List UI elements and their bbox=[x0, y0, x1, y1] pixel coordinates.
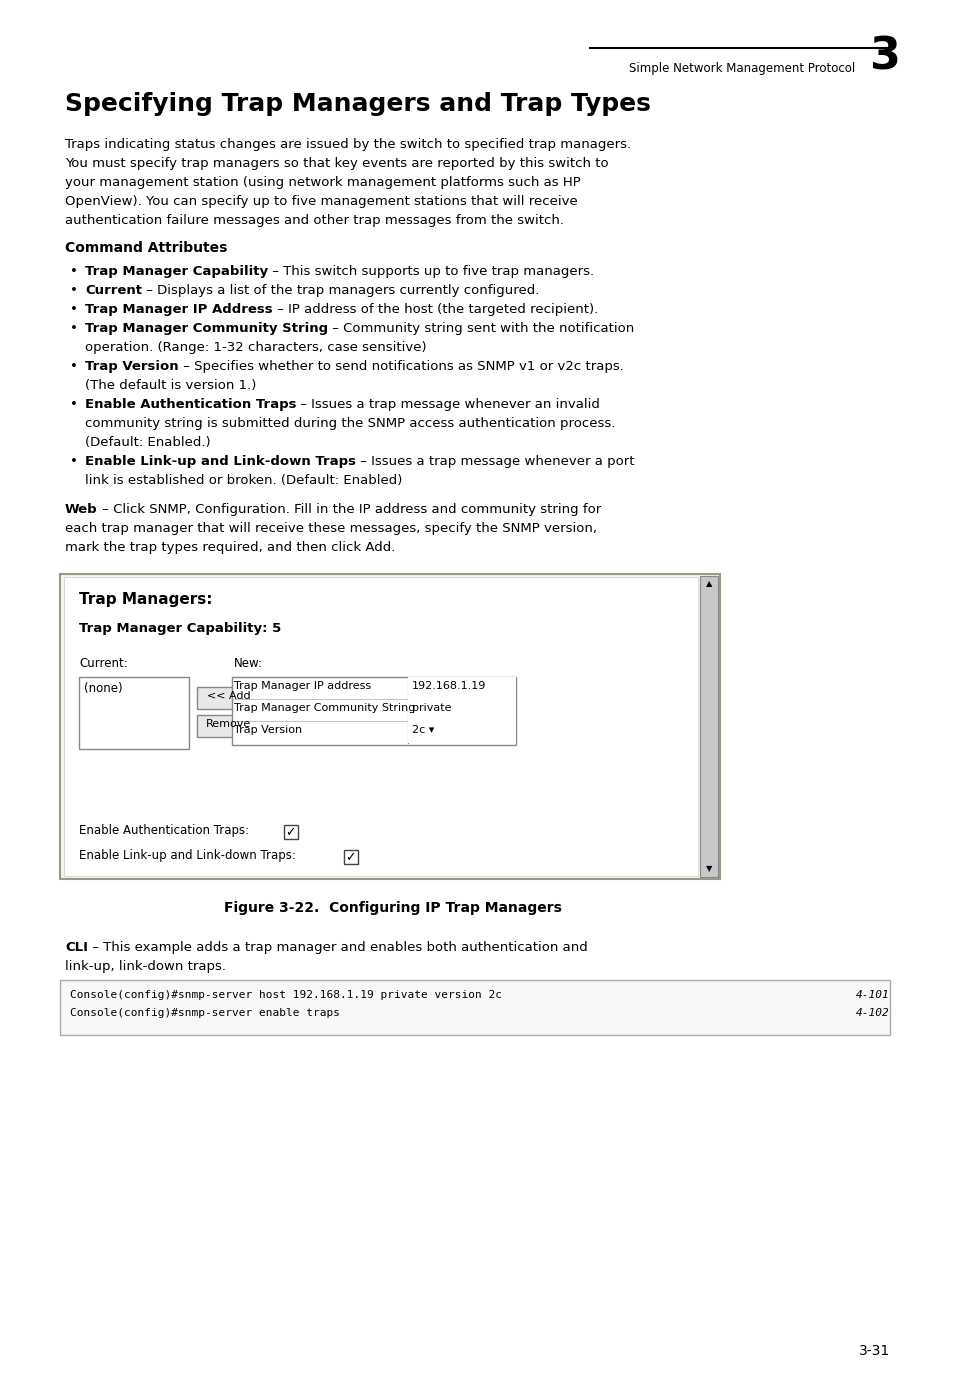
Text: 3-31: 3-31 bbox=[858, 1344, 889, 1357]
Text: (The default is version 1.): (The default is version 1.) bbox=[85, 379, 256, 391]
Text: – Displays a list of the trap managers currently configured.: – Displays a list of the trap managers c… bbox=[142, 285, 538, 297]
Text: Trap Manager IP Address: Trap Manager IP Address bbox=[85, 303, 273, 316]
Text: – This example adds a trap manager and enables both authentication and: – This example adds a trap manager and e… bbox=[88, 941, 587, 954]
Text: – Issues a trap message whenever a port: – Issues a trap message whenever a port bbox=[355, 455, 634, 468]
Bar bbox=[408, 677, 516, 700]
Bar bbox=[79, 677, 189, 750]
Text: – Specifies whether to send notifications as SNMP v1 or v2c traps.: – Specifies whether to send notification… bbox=[178, 359, 623, 373]
Text: ✓: ✓ bbox=[345, 851, 355, 863]
Text: You must specify trap managers so that key events are reported by this switch to: You must specify trap managers so that k… bbox=[65, 157, 608, 169]
Text: •: • bbox=[70, 303, 78, 316]
Text: link-up, link-down traps.: link-up, link-down traps. bbox=[65, 960, 226, 973]
Bar bbox=[196, 687, 262, 709]
Text: •: • bbox=[70, 359, 78, 373]
Text: Console(config)#snmp-server host 192.168.1.19 private version 2c: Console(config)#snmp-server host 192.168… bbox=[70, 990, 501, 999]
Text: 4-102: 4-102 bbox=[856, 1008, 889, 1017]
Bar bbox=[232, 677, 516, 745]
Text: << Add: << Add bbox=[207, 691, 251, 701]
Text: ✓: ✓ bbox=[285, 826, 295, 838]
Text: Web: Web bbox=[65, 502, 97, 516]
Text: Trap Manager Capability: Trap Manager Capability bbox=[85, 265, 268, 278]
Text: ▼: ▼ bbox=[705, 865, 712, 873]
Text: Trap Manager IP address: Trap Manager IP address bbox=[233, 682, 371, 691]
Text: •: • bbox=[70, 398, 78, 411]
Text: 192.168.1.19: 192.168.1.19 bbox=[412, 682, 486, 691]
Text: – Click SNMP, Configuration. Fill in the IP address and community string for: – Click SNMP, Configuration. Fill in the… bbox=[97, 502, 600, 516]
Text: (Default: Enabled.): (Default: Enabled.) bbox=[85, 436, 211, 448]
Bar bbox=[344, 849, 357, 863]
Text: Enable Authentication Traps:: Enable Authentication Traps: bbox=[79, 824, 249, 837]
Bar bbox=[408, 720, 516, 743]
Text: link is established or broken. (Default: Enabled): link is established or broken. (Default:… bbox=[85, 473, 402, 487]
Text: Remove: Remove bbox=[206, 719, 252, 729]
Text: – This switch supports up to five trap managers.: – This switch supports up to five trap m… bbox=[268, 265, 594, 278]
Text: Enable Link-up and Link-down Traps:: Enable Link-up and Link-down Traps: bbox=[79, 849, 295, 862]
Text: mark the trap types required, and then click Add.: mark the trap types required, and then c… bbox=[65, 541, 395, 554]
Text: Trap Version: Trap Version bbox=[85, 359, 178, 373]
Text: •: • bbox=[70, 285, 78, 297]
Text: authentication failure messages and other trap messages from the switch.: authentication failure messages and othe… bbox=[65, 214, 563, 228]
Text: Current: Current bbox=[85, 285, 142, 297]
Text: – Issues a trap message whenever an invalid: – Issues a trap message whenever an inva… bbox=[296, 398, 599, 411]
Text: community string is submitted during the SNMP access authentication process.: community string is submitted during the… bbox=[85, 416, 615, 430]
Text: Specifying Trap Managers and Trap Types: Specifying Trap Managers and Trap Types bbox=[65, 92, 650, 117]
Text: (none): (none) bbox=[84, 682, 123, 695]
Text: – IP address of the host (the targeted recipient).: – IP address of the host (the targeted r… bbox=[273, 303, 598, 316]
Text: Console(config)#snmp-server enable traps: Console(config)#snmp-server enable traps bbox=[70, 1008, 339, 1017]
Text: ▲: ▲ bbox=[705, 580, 712, 589]
Bar bbox=[60, 575, 720, 879]
Text: each trap manager that will receive these messages, specify the SNMP version,: each trap manager that will receive thes… bbox=[65, 522, 597, 534]
Bar bbox=[64, 577, 698, 876]
Text: Current:: Current: bbox=[79, 657, 128, 670]
Text: 4-101: 4-101 bbox=[856, 990, 889, 999]
Text: OpenView). You can specify up to five management stations that will receive: OpenView). You can specify up to five ma… bbox=[65, 194, 578, 208]
Text: Figure 3-22.  Configuring IP Trap Managers: Figure 3-22. Configuring IP Trap Manager… bbox=[223, 901, 561, 915]
Text: 3: 3 bbox=[868, 35, 899, 78]
Text: Trap Version: Trap Version bbox=[233, 725, 302, 736]
Text: Trap Manager Community String: Trap Manager Community String bbox=[233, 702, 415, 713]
Bar bbox=[60, 980, 889, 1035]
Text: •: • bbox=[70, 265, 78, 278]
Text: Command Attributes: Command Attributes bbox=[65, 242, 227, 255]
Text: CLI: CLI bbox=[65, 941, 88, 954]
Text: private: private bbox=[412, 702, 451, 713]
Text: Enable Link-up and Link-down Traps: Enable Link-up and Link-down Traps bbox=[85, 455, 355, 468]
Text: •: • bbox=[70, 455, 78, 468]
Text: – Community string sent with the notification: – Community string sent with the notific… bbox=[328, 322, 634, 335]
Text: Trap Managers:: Trap Managers: bbox=[79, 593, 213, 607]
Text: Traps indicating status changes are issued by the switch to specified trap manag: Traps indicating status changes are issu… bbox=[65, 137, 631, 151]
Bar bbox=[284, 824, 297, 838]
Text: Simple Network Management Protocol: Simple Network Management Protocol bbox=[628, 62, 854, 75]
Text: New:: New: bbox=[233, 657, 263, 670]
Text: Trap Manager Community String: Trap Manager Community String bbox=[85, 322, 328, 335]
Bar bbox=[700, 576, 718, 877]
Text: Trap Manager Capability: 5: Trap Manager Capability: 5 bbox=[79, 622, 281, 634]
Bar bbox=[196, 715, 262, 737]
Text: your management station (using network management platforms such as HP: your management station (using network m… bbox=[65, 176, 580, 189]
Text: •: • bbox=[70, 322, 78, 335]
Bar bbox=[408, 700, 516, 720]
Text: 2c ▾: 2c ▾ bbox=[412, 725, 434, 736]
Text: operation. (Range: 1-32 characters, case sensitive): operation. (Range: 1-32 characters, case… bbox=[85, 341, 426, 354]
Text: Enable Authentication Traps: Enable Authentication Traps bbox=[85, 398, 296, 411]
